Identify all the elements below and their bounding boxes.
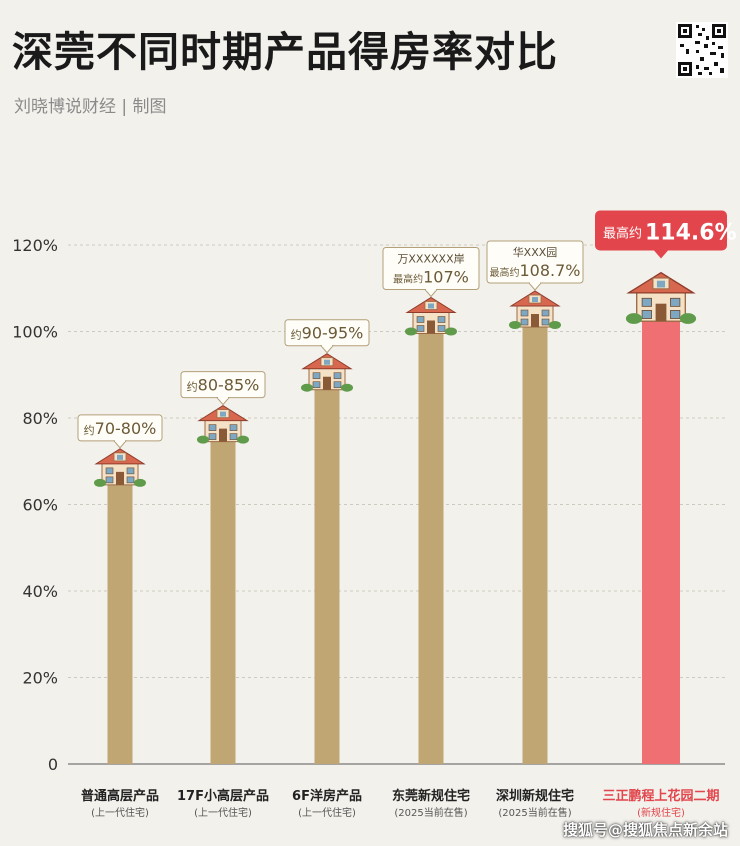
x-tick-label: 普通高层产品 <box>81 788 159 804</box>
bar <box>642 318 680 764</box>
x-tick-label: 东莞新规住宅 <box>392 788 470 804</box>
page-title: 深莞不同时期产品得房率对比 <box>12 28 558 76</box>
bar <box>210 439 236 764</box>
y-tick-label: 60% <box>22 496 58 515</box>
x-tick-label: 6F洋房产品 <box>292 788 362 804</box>
callout-project: 万XXXXXX岸 <box>397 253 464 266</box>
callout-value: 约90-95% <box>291 324 364 343</box>
bar <box>107 482 133 764</box>
y-tick-label: 120% <box>12 236 58 255</box>
callout-prefix: 最高约 <box>603 226 642 242</box>
watermark: 搜狐号@搜狐焦点新余站 <box>562 821 728 839</box>
x-tick-label: 深圳新规住宅 <box>496 788 574 804</box>
value-callout: 最高约 114.6% <box>595 210 737 259</box>
y-tick-label: 100% <box>12 323 58 342</box>
house-icon <box>404 297 458 336</box>
x-tick-label: 17F小高层产品 <box>177 788 269 804</box>
house-icon <box>300 353 354 393</box>
callout-value: 最高约108.7% <box>489 261 580 280</box>
house-icon <box>196 405 250 445</box>
page-subtitle: 刘晓博说财经 | 制图 <box>14 97 167 117</box>
x-tick-label: 三正鹏程上花园二期 <box>602 788 719 804</box>
x-tick-sublabel: (2025当前在售) <box>394 806 467 819</box>
bar <box>314 387 340 764</box>
callout-project: 华XXX园 <box>513 245 558 259</box>
x-tick-sublabel: (新规住宅) <box>637 806 685 819</box>
callout-value: 最高约107% <box>393 268 469 287</box>
qr-code-icon <box>676 22 728 78</box>
x-tick-sublabel: (上一代住宅) <box>91 806 149 819</box>
house-icon <box>93 448 147 488</box>
y-tick-label: 80% <box>22 409 58 428</box>
house-icon <box>625 271 697 325</box>
callout-value: 约70-80% <box>84 419 157 438</box>
bar <box>418 331 444 764</box>
value-callout: 约90-95% <box>284 319 370 354</box>
y-tick-label: 0 <box>48 755 58 774</box>
callout-value: 约80-85% <box>187 376 260 395</box>
value-callout: 约70-80% <box>77 414 163 449</box>
callout-value: 114.6% <box>645 221 737 246</box>
x-tick-sublabel: (上一代住宅) <box>298 806 356 819</box>
house-icon <box>508 290 562 330</box>
y-tick-label: 20% <box>22 669 58 688</box>
value-callout: 约80-85% <box>180 371 266 406</box>
x-tick-sublabel: (上一代住宅) <box>194 806 252 819</box>
x-tick-sublabel: (2025当前在售) <box>498 806 571 819</box>
y-tick-label: 40% <box>22 582 58 601</box>
bar <box>522 325 548 764</box>
